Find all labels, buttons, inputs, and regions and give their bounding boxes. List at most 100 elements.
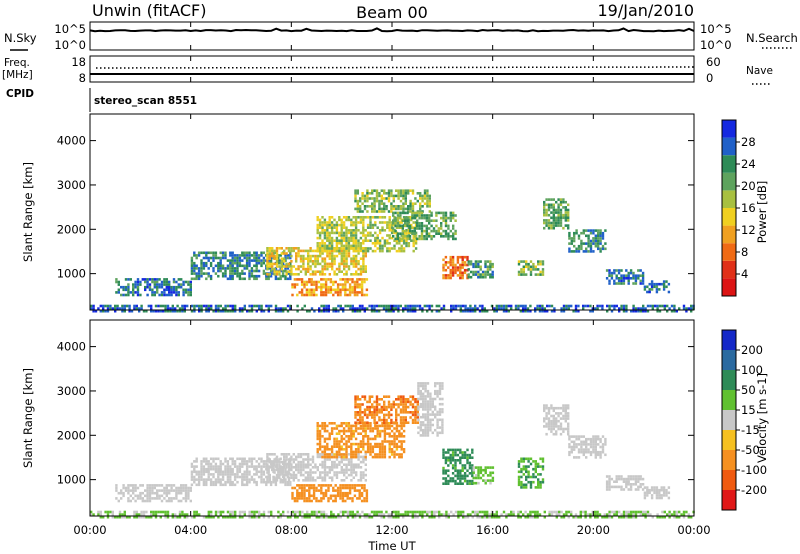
velocity-cell [489,471,492,475]
power-cell [117,280,120,284]
velocity-cell [404,421,407,424]
power-cell [321,231,324,235]
power-cell [342,247,346,250]
power-cell [250,307,254,310]
velocity-cell [338,445,341,448]
power-cell [124,278,128,281]
power-cell [219,251,222,255]
power-cell [597,244,600,248]
power-cell [404,229,407,233]
power-cell [312,291,316,294]
power-cell [639,307,642,310]
velocity-cell [449,477,452,480]
velocity-cell [359,408,362,411]
power-cell [183,304,186,308]
power-cell [459,268,462,272]
power-cell [219,261,222,265]
velocity-cell [285,463,288,466]
power-cell [359,207,362,211]
velocity-cell [409,411,412,414]
power-cell [245,256,249,260]
velocity-cell [296,510,299,514]
power-cell [395,242,399,245]
velocity-cell [371,450,375,454]
velocity-cell [541,465,545,468]
velocity-cell [400,424,403,428]
velocity-cell [338,455,341,459]
power-cell [168,285,171,289]
velocity-cell [517,480,521,484]
velocity-cell [295,466,298,469]
power-cell [582,242,585,245]
power-cell [650,288,654,291]
velocity-cell [568,453,571,457]
velocity-cell [296,494,299,498]
power-cell [393,239,396,242]
velocity-cell [195,510,198,514]
velocity-cell [371,413,374,417]
power-cell [396,211,400,215]
velocity-cell [522,465,525,468]
velocity-cell [409,403,412,406]
velocity-cell [585,437,588,441]
power-cell [106,304,110,308]
power-cell [407,216,411,219]
power-cell [348,288,352,292]
power-cell [355,257,358,260]
power-cell [335,247,339,250]
velocity-cell [219,480,222,484]
velocity-cell [193,465,196,468]
velocity-cell [340,435,343,438]
power-cell [435,304,438,308]
power-cell [418,307,422,310]
power-cell [164,304,167,308]
power-cell [627,277,630,280]
power-cell [442,274,445,277]
velocity-cell [205,470,208,474]
velocity-cell [352,450,355,454]
power-cell [318,247,322,250]
power-cell [543,221,546,225]
power-cell [127,283,130,286]
velocity-cell [402,440,406,443]
velocity-cell [589,450,593,454]
velocity-cell [340,479,343,482]
power-cell [166,307,170,310]
power-cell [136,285,140,289]
power-cell [428,199,431,203]
power-cell [398,226,401,229]
power-cell [412,221,415,224]
power-cell [170,285,173,289]
power-cell [534,307,537,310]
power-cell [426,202,429,205]
power-cell [390,309,393,313]
power-cell [284,256,287,260]
power-cell [629,269,633,272]
power-cell [257,269,261,273]
velocity-cell [356,497,359,500]
power-cell [321,247,324,250]
power-cell [414,309,417,313]
velocity-cell [424,382,427,385]
velocity-cell [472,468,475,472]
velocity-cell [250,478,254,481]
power-cell [662,280,666,283]
velocity-cell [336,489,340,492]
power-cell [644,309,647,313]
velocity-cell [284,467,287,471]
velocity-cell [434,428,437,432]
velocity-cell [632,475,635,478]
power-cell [189,280,192,284]
power-cell [486,270,490,274]
power-cell [328,231,331,235]
power-cell [420,214,424,217]
velocity-cell [568,450,571,454]
power-cell [559,224,563,227]
velocity-cell [547,419,551,423]
velocity-cell [127,484,130,487]
power-cell [575,250,578,253]
velocity-region [354,395,419,424]
velocity-cell [424,387,427,390]
velocity-cell [376,427,379,430]
velocity-cell [345,471,348,474]
